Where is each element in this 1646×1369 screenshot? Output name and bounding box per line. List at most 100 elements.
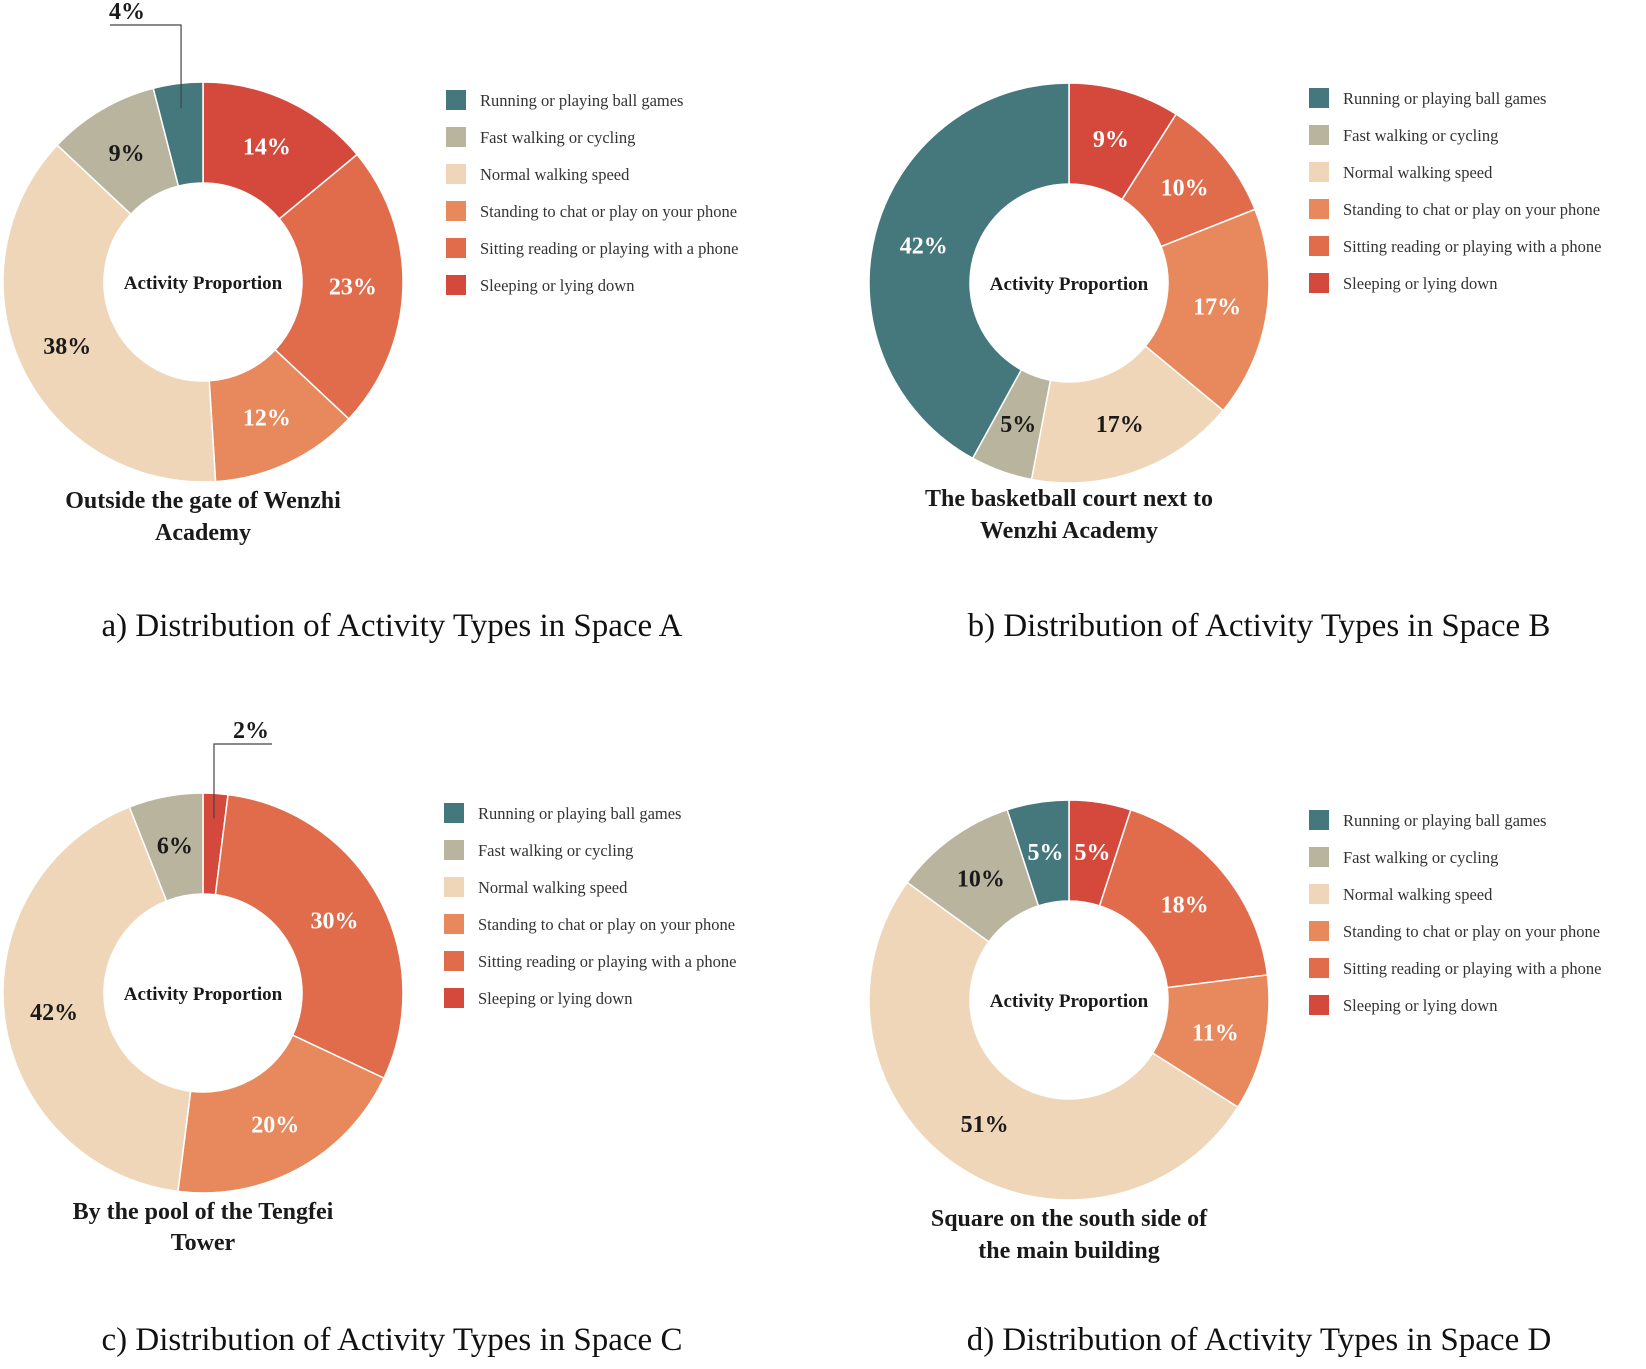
slice-value-label: 11% <box>1192 1021 1239 1047</box>
center-label: Activity Proportion <box>124 273 283 294</box>
donut-chart-d: 5% 18% 11% 51% 10% 5% Activity Proportion Runni… <box>868 799 1601 1358</box>
legend-label: Standing to chat or play on your phone <box>480 202 737 221</box>
legend-label: Sleeping or lying down <box>1343 274 1497 293</box>
location-title: The basketball court next to <box>925 486 1213 512</box>
location-title: Academy <box>155 520 251 546</box>
legend-swatch <box>1309 995 1329 1015</box>
legend-label: Sitting reading or playing with a phone <box>1343 237 1601 256</box>
slice-normal-walking-speed <box>2 806 192 1193</box>
slice-sitting-reading-or-playing-with-a-phone <box>214 793 404 1080</box>
legend-swatch <box>444 988 464 1008</box>
legend-swatch <box>446 164 466 184</box>
legend-swatch <box>1309 810 1329 830</box>
slice-value-label: 2% <box>233 718 269 744</box>
legend-label: Standing to chat or play on your phone <box>1343 922 1600 941</box>
legend-swatch <box>1309 884 1329 904</box>
donut-chart-c: 2% 30% 20% 42% 6% Activity Proportion Running … <box>2 718 736 1358</box>
donut-chart-b: 9% 10% 17% 17% 5% 42% Activity Proportion Runni… <box>868 82 1601 644</box>
slice-value-label: 5% <box>1000 412 1036 438</box>
legend-swatch <box>1309 921 1329 941</box>
slice-sitting-reading-or-playing-with-a-phone <box>274 153 404 420</box>
slice-value-label: 9% <box>1093 127 1129 153</box>
legend-label: Fast walking or cycling <box>480 128 635 147</box>
slice-value-label: 18% <box>1161 892 1209 918</box>
slice-value-label: 10% <box>1161 175 1209 201</box>
location-title: Outside the gate of Wenzhi <box>65 488 341 514</box>
panel-caption: d) Distribution of Activity Types in Spa… <box>967 1322 1552 1358</box>
legend-swatch <box>1309 236 1329 256</box>
legend-label: Fast walking or cycling <box>1343 126 1498 145</box>
legend-label: Normal walking speed <box>478 878 628 897</box>
callout-leader-line <box>213 743 272 819</box>
slice-fast-walking-or-cycling <box>128 792 204 902</box>
slice-value-label: 17% <box>1193 294 1241 320</box>
slice-value-label: 5% <box>1028 840 1064 866</box>
legend-swatch <box>446 201 466 221</box>
slice-running-or-playing-ball-games <box>152 81 204 188</box>
panel-caption: c) Distribution of Activity Types in Spa… <box>102 1322 683 1358</box>
legend-label: Fast walking or cycling <box>478 841 633 860</box>
legend-swatch <box>1309 847 1329 867</box>
legend-label: Normal walking speed <box>1343 885 1493 904</box>
slice-value-label: 4% <box>109 0 145 25</box>
legend-swatch <box>444 951 464 971</box>
legend-swatch <box>444 840 464 860</box>
slice-value-label: 6% <box>157 834 193 860</box>
legend-swatch <box>446 238 466 258</box>
slice-running-or-playing-ball-games <box>868 82 1070 460</box>
slice-value-label: 9% <box>109 141 145 167</box>
location-title: Wenzhi Academy <box>980 518 1158 544</box>
center-label: Activity Proportion <box>990 991 1149 1012</box>
center-label: Activity Proportion <box>124 984 283 1005</box>
location-title: Tower <box>171 1230 236 1256</box>
location-title: the main building <box>978 1238 1159 1264</box>
legend-label: Standing to chat or play on your phone <box>1343 200 1600 219</box>
legend: Running or playing ball games Fast walkin… <box>446 90 738 295</box>
legend-label: Running or playing ball games <box>1343 811 1546 830</box>
slice-value-label: 42% <box>900 234 948 260</box>
legend-swatch <box>1309 273 1329 293</box>
legend-label: Running or playing ball games <box>480 91 683 110</box>
slice-normal-walking-speed <box>1030 345 1225 484</box>
slice-value-label: 30% <box>310 909 358 935</box>
legend-label: Normal walking speed <box>1343 163 1493 182</box>
legend-swatch <box>444 914 464 934</box>
slice-standing-to-chat-or-play-on-your-phone <box>1144 208 1270 412</box>
slice-normal-walking-speed <box>2 144 217 483</box>
legend: Running or playing ball games Fast walkin… <box>444 803 736 1008</box>
legend-swatch <box>1309 958 1329 978</box>
location-title: Square on the south side of <box>931 1206 1208 1232</box>
legend: Running or playing ball games Fast walkin… <box>1309 88 1601 293</box>
legend-label: Fast walking or cycling <box>1343 848 1498 867</box>
legend-label: Running or playing ball games <box>1343 89 1546 108</box>
legend: Running or playing ball games Fast walkin… <box>1309 810 1601 1015</box>
slice-value-label: 23% <box>329 275 377 301</box>
legend-swatch <box>1309 199 1329 219</box>
legend-label: Sitting reading or playing with a phone <box>1343 959 1601 978</box>
legend-swatch <box>446 90 466 110</box>
panel-caption: a) Distribution of Activity Types in Spa… <box>102 608 683 644</box>
legend-swatch <box>444 877 464 897</box>
legend-label: Normal walking speed <box>480 165 630 184</box>
slice-value-label: 51% <box>961 1112 1009 1138</box>
center-label: Activity Proportion <box>990 274 1149 295</box>
slice-value-label: 12% <box>243 406 291 432</box>
legend-swatch <box>444 803 464 823</box>
legend-swatch <box>1309 162 1329 182</box>
slice-value-label: 5% <box>1074 840 1110 866</box>
legend-swatch <box>446 275 466 295</box>
slice-sitting-reading-or-playing-with-a-phone <box>1098 808 1269 989</box>
donut-chart-a: 14% 23% 12% 38% 9% 4% Activity Proportion Runni… <box>2 0 738 644</box>
legend-label: Sleeping or lying down <box>480 276 634 295</box>
panel-caption: b) Distribution of Activity Types in Spa… <box>968 608 1551 644</box>
callout-leader-line <box>110 24 182 109</box>
slice-value-label: 14% <box>243 134 291 160</box>
legend-swatch <box>1309 88 1329 108</box>
legend-label: Standing to chat or play on your phone <box>478 915 735 934</box>
slice-value-label: 17% <box>1096 412 1144 438</box>
legend-label: Sleeping or lying down <box>478 989 632 1008</box>
legend-swatch <box>446 127 466 147</box>
slice-normal-walking-speed <box>868 881 1239 1201</box>
location-title: By the pool of the Tengfei <box>73 1199 334 1225</box>
